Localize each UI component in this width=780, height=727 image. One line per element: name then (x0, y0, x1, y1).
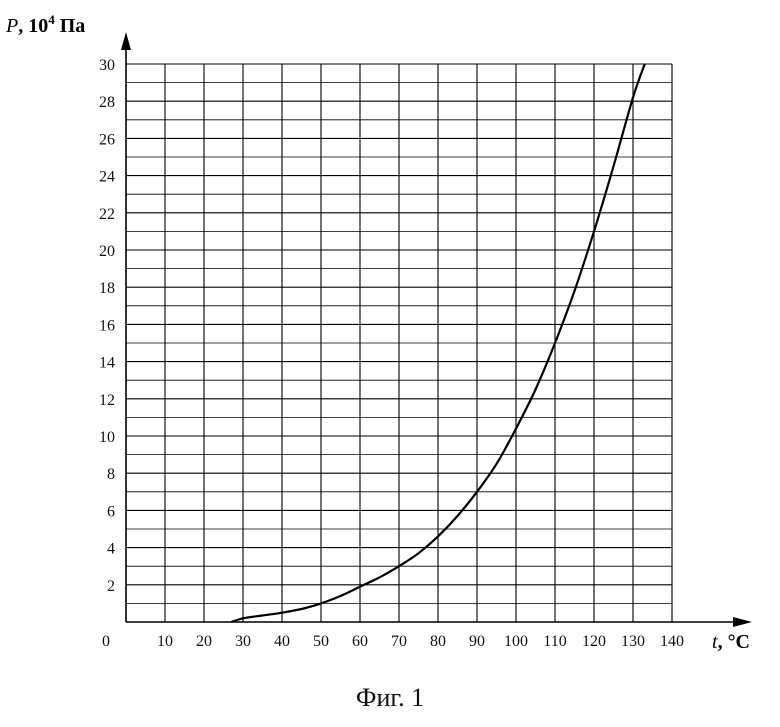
x-tick-label: 130 (621, 633, 645, 650)
y-tick-label: 10 (99, 429, 115, 446)
x-tick-label: 90 (469, 633, 485, 650)
y-tick-label: 26 (99, 131, 115, 148)
x-tick-label: 60 (352, 633, 368, 650)
x-axis-arrow-icon (733, 617, 752, 627)
x-tick-labels: 0 10 20 30 40 50 60 70 80 90 100 110 120 130 140 (102, 633, 684, 650)
x-tick-label: 100 (504, 633, 528, 650)
x-tick-label: 70 (391, 633, 407, 650)
x-tick-label: 120 (582, 633, 606, 650)
x-axis-label: t, °C (712, 631, 750, 653)
x-tick-label: 110 (543, 633, 566, 650)
x-tick-label: 30 (235, 633, 251, 650)
y-tick-label: 28 (99, 94, 115, 111)
x-tick-label: 40 (274, 633, 290, 650)
x-tick-label: 20 (196, 633, 212, 650)
y-tick-label: 20 (99, 243, 115, 260)
y-tick-label: 18 (99, 280, 115, 297)
y-tick-label: 16 (99, 317, 115, 334)
y-tick-label: 2 (107, 578, 115, 595)
y-tick-label: 22 (99, 206, 115, 223)
y-tick-label: 24 (99, 169, 115, 186)
y-tick-label: 8 (107, 466, 115, 483)
x-tick-label: 10 (157, 633, 173, 650)
x-tick-label: 140 (660, 633, 684, 650)
y-tick-label: 30 (99, 57, 115, 74)
y-tick-label: 6 (107, 503, 115, 520)
x-tick-label: 50 (313, 633, 329, 650)
figure-caption: Фиг. 1 (0, 683, 780, 713)
y-axis-label: P, 104 Па (5, 12, 85, 37)
x-tick-label: 0 (102, 633, 110, 650)
y-tick-label: 14 (99, 355, 115, 372)
y-axis-arrow-icon (121, 32, 131, 50)
x-tick-label: 80 (430, 633, 446, 650)
y-tick-label: 12 (99, 392, 115, 409)
y-tick-labels: 24681012141618202224262830 (99, 57, 115, 595)
y-tick-label: 4 (107, 541, 115, 558)
